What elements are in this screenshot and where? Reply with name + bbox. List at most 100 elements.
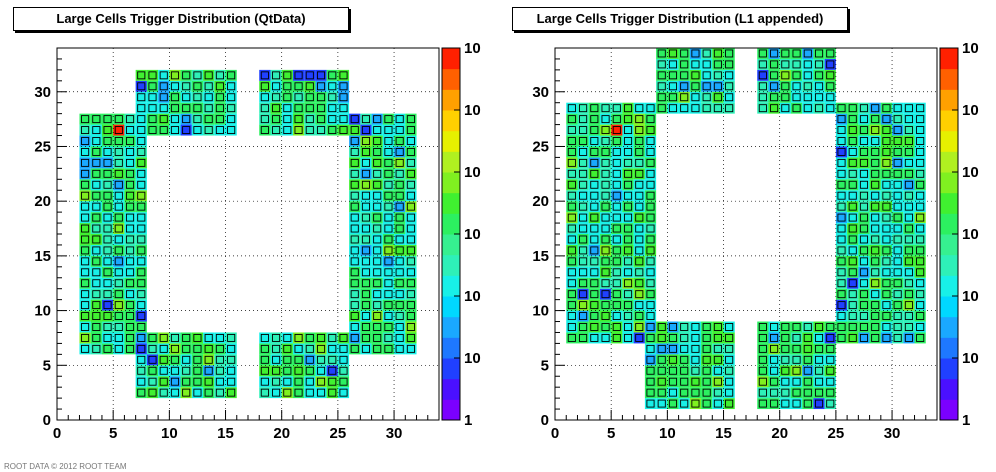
heatmap-cell — [678, 398, 690, 410]
heatmap-cell — [203, 365, 215, 377]
heatmap-cell — [270, 387, 282, 399]
heatmap-cell-marker — [871, 279, 880, 288]
heatmap-cell-marker — [646, 312, 655, 321]
heatmap-cell — [304, 91, 316, 103]
heatmap-cell — [644, 255, 657, 267]
heatmap-cell — [712, 69, 724, 81]
heatmap-cell-marker — [781, 71, 790, 80]
heatmap-cell — [292, 80, 305, 92]
heatmap-cell-marker — [680, 355, 689, 364]
heatmap-cell-marker — [137, 333, 146, 342]
heatmap-cell — [903, 332, 915, 344]
heatmap-cell — [835, 321, 848, 333]
heatmap-cell-marker — [623, 158, 633, 167]
heatmap-cell-marker — [713, 388, 722, 397]
heatmap-cell — [225, 124, 237, 136]
heatmap-cell — [394, 277, 406, 289]
heatmap-cell-marker — [182, 93, 191, 102]
heatmap-cell — [813, 343, 825, 355]
heatmap-cell-marker — [635, 126, 644, 135]
heatmap-cell — [259, 365, 271, 377]
heatmap-cell-marker — [635, 279, 644, 288]
heatmap-cell — [135, 234, 147, 245]
heatmap-cell-marker — [893, 333, 902, 342]
heatmap-cell-marker — [350, 246, 359, 255]
heatmap-cell — [577, 190, 589, 202]
heatmap-cell — [371, 201, 383, 213]
heatmap-cell-marker — [92, 344, 101, 353]
heatmap-cell — [633, 255, 645, 267]
heatmap-cell-marker — [204, 126, 213, 135]
heatmap-cell-marker — [81, 213, 90, 222]
heatmap-cell — [835, 277, 848, 289]
heatmap-cell — [349, 190, 361, 202]
heatmap-cell — [633, 288, 645, 300]
heatmap-cell — [566, 277, 578, 289]
heatmap-cell — [790, 365, 803, 377]
heatmap-cell — [779, 354, 791, 366]
heatmap-cell-marker — [148, 355, 157, 364]
heatmap-cell-marker — [137, 246, 146, 255]
heatmap-cell — [315, 124, 327, 136]
heatmap-cell — [813, 48, 825, 59]
heatmap-cell-marker — [339, 333, 348, 342]
heatmap-cell-marker — [837, 312, 846, 321]
heatmap-cell — [146, 124, 159, 136]
heatmap-cell-marker — [680, 399, 689, 408]
heatmap-cell — [135, 157, 147, 169]
heatmap-cell-marker — [702, 49, 711, 58]
heatmap-cell — [588, 234, 600, 245]
heatmap-cell — [835, 113, 848, 125]
heatmap-cell-marker — [814, 323, 824, 331]
heatmap-cell-marker — [612, 333, 621, 342]
heatmap-cell-marker — [159, 333, 168, 342]
color-scale-step — [442, 275, 460, 297]
heatmap-cell — [281, 365, 293, 377]
heatmap-cell-marker — [882, 202, 891, 211]
heatmap-cell-marker — [170, 82, 180, 91]
heatmap-cell-marker — [384, 169, 393, 178]
heatmap-cell — [101, 288, 114, 300]
heatmap-cell — [405, 157, 417, 169]
heatmap-cell-marker — [792, 60, 801, 69]
heatmap-cell-marker — [182, 126, 191, 135]
heatmap-cell-marker — [646, 180, 655, 189]
heatmap-cell — [113, 179, 125, 191]
heatmap-cell-marker — [361, 169, 371, 178]
heatmap-cell-marker — [691, 49, 700, 58]
heatmap-cell — [79, 244, 91, 256]
heatmap-cell-marker — [590, 333, 599, 342]
heatmap-cell — [824, 398, 836, 410]
heatmap-cell-marker — [691, 60, 700, 69]
heatmap-cell-marker — [668, 60, 678, 69]
heatmap-cell — [259, 102, 271, 114]
heatmap-cell — [802, 80, 814, 92]
heatmap-cell — [337, 91, 350, 103]
heatmap-cell — [802, 48, 814, 59]
heatmap-cell-marker — [384, 158, 393, 167]
heatmap-cell-marker — [871, 213, 880, 222]
heatmap-cell — [813, 332, 825, 344]
heatmap-cell-marker — [283, 71, 292, 80]
heatmap-cell-marker — [871, 158, 880, 167]
heatmap-cell-marker — [691, 71, 700, 80]
heatmap-cell-marker — [148, 126, 157, 135]
heatmap-cell — [892, 299, 904, 311]
heatmap-cell-marker — [770, 49, 779, 58]
heatmap-cell-marker — [646, 257, 655, 266]
heatmap-cell — [259, 91, 271, 103]
heatmap-cell — [577, 135, 589, 147]
heatmap-cell — [394, 332, 406, 344]
heatmap-cell-marker — [283, 355, 292, 364]
heatmap-cell-marker — [227, 333, 236, 342]
heatmap-cell — [611, 277, 623, 289]
heatmap-cell — [611, 135, 623, 147]
heatmap-cell — [802, 398, 814, 410]
heatmap-cell — [678, 91, 690, 103]
heatmap-cell — [588, 223, 600, 234]
heatmap-cell — [214, 69, 226, 81]
heatmap-cell — [633, 146, 645, 158]
heatmap-cell — [169, 376, 181, 388]
heatmap-cell — [599, 310, 612, 322]
heatmap-cell-marker — [373, 323, 382, 331]
